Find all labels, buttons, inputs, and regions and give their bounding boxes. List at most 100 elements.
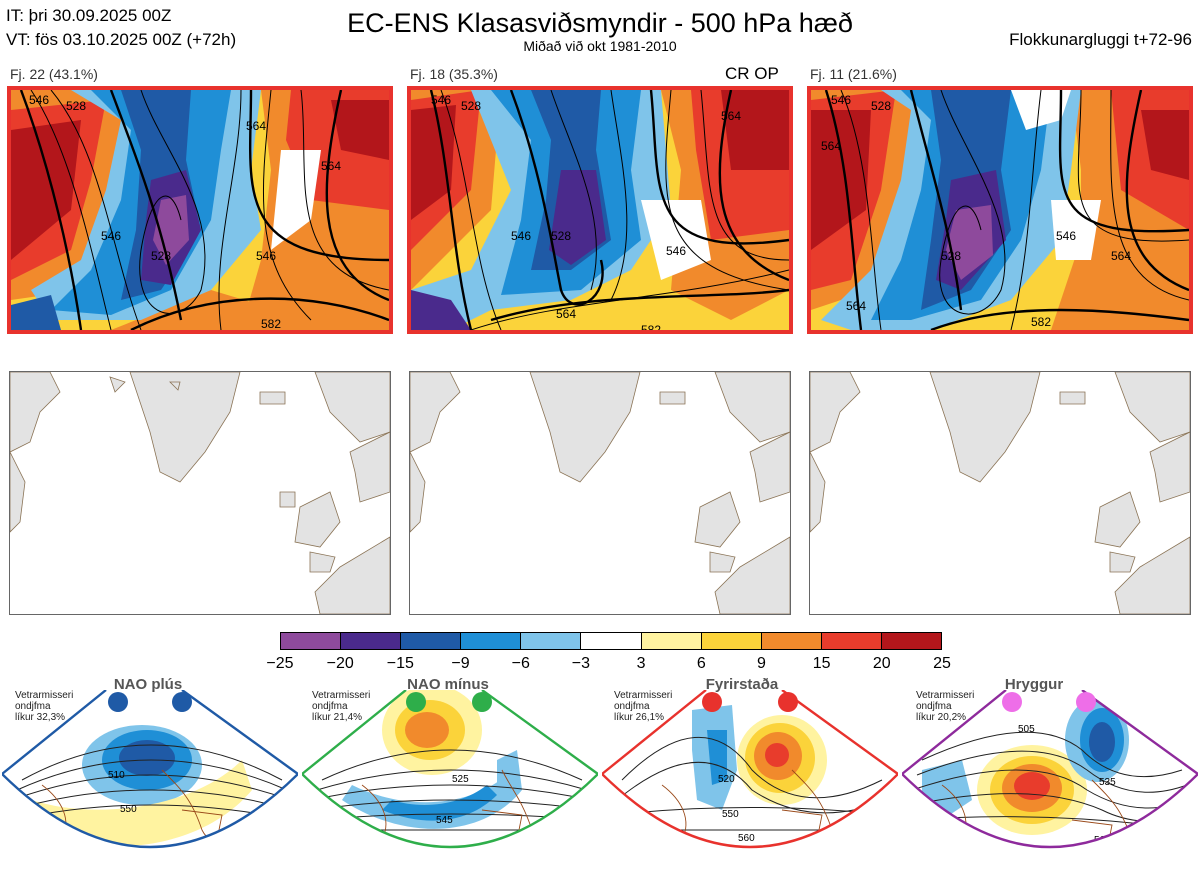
anomaly-field-2: 546 528 528 546 546 564 564 582 bbox=[411, 90, 789, 330]
regime-dot-1a bbox=[108, 692, 128, 712]
regime-map-1: 510 550 bbox=[2, 690, 298, 849]
contour-label: 564 bbox=[721, 109, 741, 123]
cluster-map-3: 546 528 528 564 546 564 564 582 bbox=[807, 86, 1193, 334]
colorbar-segment bbox=[760, 633, 821, 649]
contour-label: 546 bbox=[511, 229, 531, 243]
colorbar-segment bbox=[520, 633, 581, 649]
contour-label: 528 bbox=[941, 249, 961, 263]
page-title: EC-ENS Klasasviðsmyndir - 500 hPa hæð bbox=[347, 8, 853, 38]
contour-label: 546 bbox=[1056, 229, 1076, 243]
op-label: CR OP bbox=[725, 64, 779, 83]
regime-dot-2b bbox=[472, 692, 492, 712]
colorbar-tick-label: −25 bbox=[266, 655, 294, 672]
colorbar-segment bbox=[281, 633, 341, 649]
contour-label: 565 bbox=[446, 850, 463, 861]
colorbar bbox=[280, 632, 942, 650]
colorbar-tick-label: 9 bbox=[757, 655, 766, 672]
contour-label: 564 bbox=[246, 119, 266, 133]
contour-label: 582 bbox=[1031, 315, 1051, 329]
regime-title-4: Hryggur bbox=[1004, 676, 1064, 693]
colorbar-segment bbox=[820, 633, 881, 649]
colorbar-segment bbox=[640, 633, 701, 649]
contour-label: 520 bbox=[718, 774, 735, 785]
contour-label: 546 bbox=[831, 93, 851, 107]
classification-window: Flokkunargluggi t+72-96 bbox=[1009, 30, 1192, 49]
cluster-map-1: 546 528 528 546 564 564 546 582 bbox=[7, 86, 393, 334]
regime-map-2: 525 545 565 bbox=[302, 690, 598, 861]
contour-label: 528 bbox=[151, 249, 171, 263]
anomaly-field-1: 546 528 528 546 564 564 546 582 bbox=[11, 90, 389, 330]
colorbar-segment bbox=[580, 633, 641, 649]
cluster-label-1: Fj. 22 (43.1%) bbox=[10, 66, 98, 82]
regime-map-4: 505 535 560 bbox=[902, 690, 1198, 849]
contour-label: 535 bbox=[1099, 777, 1116, 788]
anomaly-field-3: 546 528 528 564 546 564 564 582 bbox=[811, 90, 1189, 330]
regime-title-1: NAO plús bbox=[113, 676, 183, 693]
colorbar-tick-label: 15 bbox=[812, 655, 831, 672]
contour-label: 564 bbox=[846, 299, 866, 313]
contour-label: 546 bbox=[256, 249, 276, 263]
colorbar-tick-label: 25 bbox=[933, 655, 951, 672]
regime-dot-3b bbox=[778, 692, 798, 712]
page-subtitle: Miðað við okt 1981-2010 bbox=[523, 38, 677, 54]
init-time: IT: þri 30.09.2025 00Z bbox=[6, 6, 172, 25]
base-map-1 bbox=[9, 371, 391, 615]
colorbar-segment bbox=[880, 633, 942, 649]
regime-note-2: Vetrarmisseri ondjfma líkur 21,4% bbox=[312, 690, 371, 723]
regime-nao-plus: 510 550 bbox=[2, 690, 298, 870]
contour-label: 564 bbox=[821, 139, 841, 153]
regime-blocking: 520 550 560 bbox=[602, 690, 898, 870]
colorbar-tick-label: 6 bbox=[696, 655, 706, 672]
base-map-2 bbox=[409, 371, 791, 615]
contour-label: 528 bbox=[66, 99, 86, 113]
regime-dot-2a bbox=[406, 692, 426, 712]
coastline-map-1 bbox=[10, 372, 390, 614]
regime-note-4: Vetrarmisseri ondjfma líkur 20,2% bbox=[916, 690, 975, 723]
colorbar-tick-label: −3 bbox=[571, 655, 591, 672]
colorbar-tick-label: −20 bbox=[326, 655, 354, 672]
contour-label: 564 bbox=[321, 159, 341, 173]
regime-note-3: Vetrarmisseri ondjfma líkur 26,1% bbox=[614, 690, 673, 723]
contour-label: 582 bbox=[261, 317, 281, 330]
colorbar-segment bbox=[700, 633, 761, 649]
contour-label: 546 bbox=[666, 244, 686, 258]
contour-label: 564 bbox=[1111, 249, 1131, 263]
cluster-label-3: Fj. 11 (21.6%) bbox=[810, 66, 897, 82]
valid-time: VT: fös 03.10.2025 00Z (+72h) bbox=[6, 30, 237, 49]
regime-dot-1b bbox=[172, 692, 192, 712]
colorbar-segment bbox=[460, 633, 521, 649]
regime-nao-minus: 525 545 565 bbox=[302, 690, 598, 870]
contour-label: 546 bbox=[101, 229, 121, 243]
colorbar-tick-label: −15 bbox=[386, 655, 414, 672]
contour-label: 528 bbox=[551, 229, 571, 243]
regime-title-3: Fyrirstaða bbox=[705, 676, 779, 693]
contour-label: 505 bbox=[1018, 724, 1035, 735]
colorbar-tick-label: −9 bbox=[451, 655, 470, 672]
cluster-map-2: 546 528 528 546 546 564 564 582 bbox=[407, 86, 793, 334]
contour-label: 528 bbox=[871, 99, 891, 113]
colorbar-segment bbox=[340, 633, 401, 649]
contour-label: 560 bbox=[738, 833, 755, 844]
coastline-map-3 bbox=[810, 372, 1190, 614]
regime-ridge: 505 535 560 bbox=[902, 690, 1198, 870]
contour-label: 528 bbox=[461, 99, 481, 113]
regime-dot-4a bbox=[1002, 692, 1022, 712]
colorbar-tick-label: 3 bbox=[636, 655, 646, 672]
header-times: IT: þri 30.09.2025 00Z VT: fös 03.10.202… bbox=[6, 4, 236, 52]
regime-note-1: Vetrarmisseri ondjfma líkur 32,3% bbox=[15, 690, 74, 723]
contour-label: 525 bbox=[452, 774, 469, 785]
colorbar-tick-label: −6 bbox=[511, 655, 530, 672]
contour-label: 550 bbox=[722, 809, 739, 820]
contour-label: 545 bbox=[436, 815, 453, 826]
contour-label: 546 bbox=[29, 93, 49, 107]
cluster-label-2: Fj. 18 (35.3%) bbox=[410, 66, 498, 82]
colorbar-tick-label: 20 bbox=[872, 655, 891, 672]
colorbar-segment bbox=[400, 633, 461, 649]
contour-label: 564 bbox=[556, 307, 576, 321]
regime-dot-4b bbox=[1076, 692, 1096, 712]
contour-label: 510 bbox=[108, 770, 125, 781]
contour-label: 546 bbox=[431, 93, 451, 107]
regime-title-2: NAO mínus bbox=[407, 676, 489, 693]
coastline-map-2 bbox=[410, 372, 790, 614]
regime-dot-3a bbox=[702, 692, 722, 712]
